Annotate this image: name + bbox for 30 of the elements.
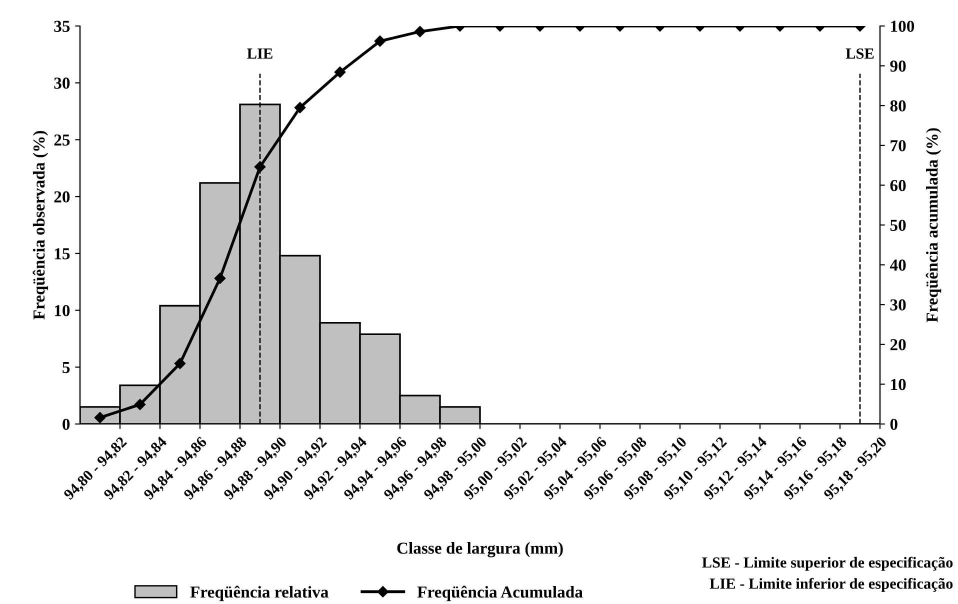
- point: [214, 272, 226, 284]
- legend-label: Freqüência relativa: [190, 586, 328, 602]
- y2-tick-label: 60: [890, 180, 906, 192]
- y2-tick-label: 70: [890, 140, 906, 152]
- y-tick-label: 25: [54, 134, 70, 146]
- y2-tick-label: 50: [890, 220, 906, 231]
- y-tick-label: 20: [54, 191, 70, 203]
- y-tick-label: 0: [62, 418, 70, 430]
- y-tick-label: 30: [54, 78, 70, 89]
- y2-axis-title: Freqüência acumulada (%): [926, 128, 942, 322]
- x-axis-title: Classe de largura (mm): [397, 542, 563, 558]
- ref-line-label: LSE: [846, 48, 874, 59]
- y-tick-label: 5: [62, 362, 70, 374]
- y2-tick-label: 90: [890, 60, 906, 72]
- y-tick-label: 10: [54, 304, 70, 316]
- y2-tick-label: 0: [890, 418, 898, 430]
- y2-tick-label: 100: [891, 20, 914, 32]
- y-axis-title: Freqüência observada (%): [32, 130, 48, 320]
- y-tick-label: 15: [54, 248, 70, 260]
- text: LIE - Limite inferior de especificação: [710, 578, 953, 592]
- y2-tick-label: 80: [890, 100, 906, 112]
- point: [174, 358, 186, 370]
- ref-line-label: LIE: [247, 48, 272, 59]
- text: LSE - Limite superior de especificação: [702, 556, 953, 571]
- y2-tick-label: 10: [891, 378, 906, 390]
- y-tick-label: 35: [54, 20, 70, 32]
- y2-tick-label: 20: [890, 339, 906, 350]
- y2-tick-label: 40: [890, 260, 906, 271]
- y2-tick-label: 30: [890, 299, 906, 311]
- legend-label: Freqüência Acumulada: [417, 586, 583, 602]
